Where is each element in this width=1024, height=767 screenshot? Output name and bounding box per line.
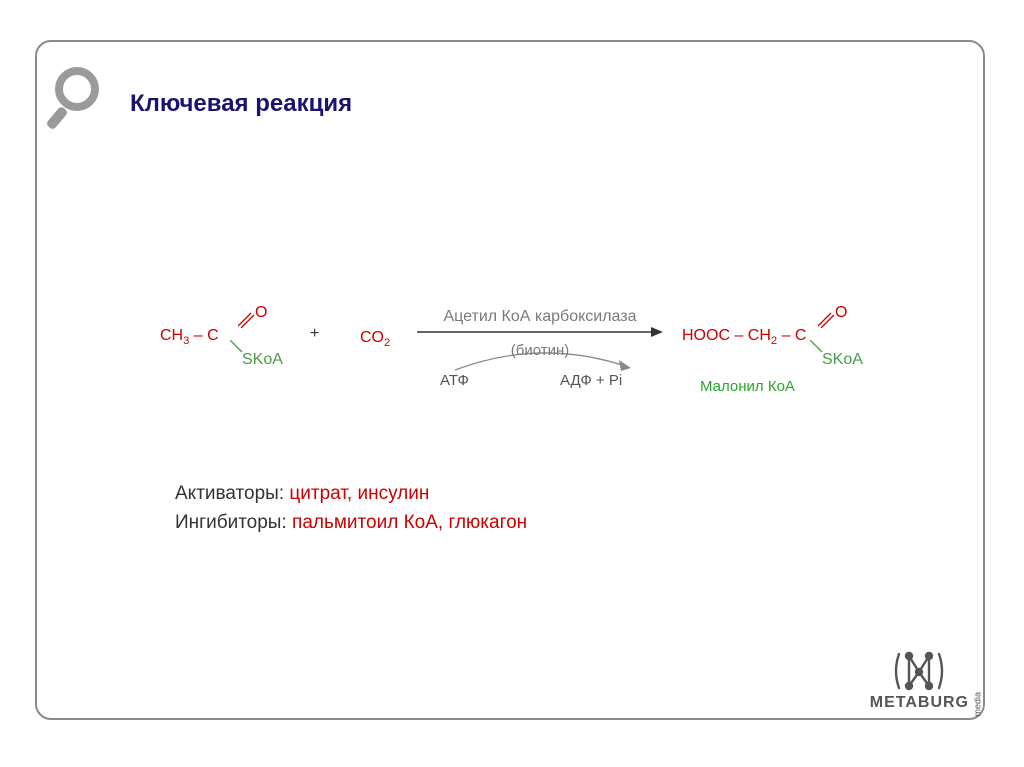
product-skoa: SKoA <box>822 352 863 368</box>
activators-list: цитрат, инсулин <box>289 483 429 504</box>
logo-text: METABURG <box>870 694 969 712</box>
inhibitors-list: пальмитоил КоА, глюкагон <box>292 512 527 533</box>
inhibitors-label: Ингибиторы: <box>175 512 292 533</box>
cofactor-label: (биотин) <box>418 342 662 359</box>
plus-symbol: + <box>310 326 319 342</box>
modulators-block: Активаторы: цитрат, инсулин Ингибиторы: … <box>175 480 527 537</box>
page-title: Ключевая реакция <box>130 90 352 118</box>
logo: METABURG media <box>870 648 969 712</box>
logo-icon <box>879 648 959 694</box>
enzyme-label: Ацетил КоА карбоксилаза <box>418 308 662 326</box>
product-O: O <box>835 305 847 321</box>
product-double-bond <box>818 310 836 328</box>
reaction-scheme: CH3 – C O SKoA + CO2 Ацетил КоА карбокси… <box>160 300 920 420</box>
reactant-co2: CO2 <box>360 330 390 346</box>
product-name-label: Малонил КоА <box>700 378 795 395</box>
atp-label: АТФ <box>440 372 469 389</box>
reactant-acetyl-O: O <box>255 305 267 321</box>
product-malonyl-coa: HOOC – CH2 – C <box>682 328 806 344</box>
activators-label: Активаторы: <box>175 483 289 504</box>
acetyl-double-bond <box>238 310 256 328</box>
magnifier-icon <box>44 62 114 132</box>
reactant-acetyl-skoa: SKoA <box>242 352 283 368</box>
reactant-acetyl-coa: CH3 – C <box>160 328 219 344</box>
logo-subtext: media <box>973 692 983 717</box>
adp-label: АДФ + Pi <box>560 372 622 389</box>
